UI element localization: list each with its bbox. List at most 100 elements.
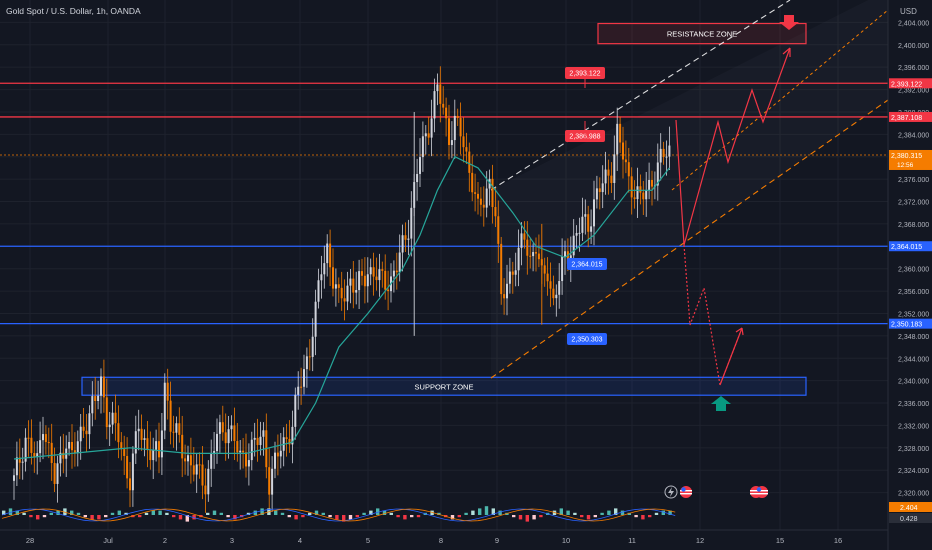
candle-body [30, 437, 33, 453]
resistance-down-arrow [779, 15, 799, 30]
candle-body [253, 437, 256, 440]
candle-body [662, 148, 665, 157]
candle-body [566, 251, 569, 264]
candle-body [584, 214, 587, 217]
candle-body [506, 283, 508, 299]
candle-body [575, 233, 578, 236]
zones-layer: RESISTANCE ZONE SUPPORT ZONE [81, 22, 807, 396]
oscillator-bar [376, 508, 380, 515]
candle-body [97, 395, 100, 402]
candle-body [76, 441, 79, 453]
price-badge-label: 2,393.122 [891, 81, 922, 88]
oscillator-bar [620, 510, 625, 515]
candle-body [595, 188, 598, 200]
candle-body [369, 267, 372, 275]
candle-body [247, 460, 250, 467]
candle-body [401, 235, 404, 253]
support-zone-label: SUPPORT ZONE [415, 382, 474, 391]
y-tick-label: 2,356.000 [898, 289, 929, 296]
symbol-title[interactable]: Gold Spot / U.S. Dollar, 1h, OANDA [6, 6, 141, 16]
candle-body [152, 449, 155, 461]
oscillator-bar [301, 515, 305, 518]
candle-body [143, 438, 146, 440]
candle-body [305, 356, 308, 370]
candle-body [187, 455, 189, 462]
candle-body [47, 442, 50, 444]
candle-body [468, 151, 471, 173]
oscillator-bar [36, 515, 40, 520]
y-tick-label: 2,400.000 [898, 43, 929, 50]
candle-body [149, 450, 152, 461]
candle-body [450, 140, 453, 146]
oscillator-bar [185, 515, 189, 522]
candle-body [630, 176, 633, 198]
candle-body [395, 270, 398, 273]
candle-body [387, 289, 390, 292]
oscillator-bar [206, 512, 210, 515]
candle-body [204, 485, 207, 495]
candle-body [523, 233, 526, 240]
us-flag-icon[interactable] [680, 486, 692, 498]
candle-body [572, 235, 575, 256]
candle-body [578, 232, 581, 234]
bearish-projection-path [719, 327, 743, 386]
candle-body [85, 430, 88, 435]
oscillator-bar [484, 506, 489, 515]
oscillator-bar [661, 510, 665, 515]
candle-body [44, 434, 47, 443]
oscillator-bar [389, 512, 393, 515]
resistance-zone-box[interactable] [597, 22, 807, 45]
candle-body [648, 179, 651, 191]
candle-body [250, 439, 253, 461]
y-tick-label: 2,396.000 [898, 65, 929, 72]
lightning-icon[interactable] [664, 485, 678, 499]
oscillator-bar [342, 515, 346, 522]
time-axis[interactable]: 28 Jul 2 3 4 5 8 9 10 11 12 15 16 [0, 529, 888, 545]
candle-body [224, 432, 227, 444]
oscillator-bar [212, 510, 217, 515]
candle-body [195, 464, 198, 475]
candle-body [288, 438, 291, 445]
candle-body [102, 376, 105, 398]
candle-body [500, 243, 503, 295]
candle-body [308, 356, 311, 358]
candle-body [613, 154, 616, 184]
us-flag-icon-double[interactable] [750, 486, 768, 498]
y-tick-label: 2,344.000 [898, 356, 929, 363]
price-badge-label: 2,387.108 [891, 115, 922, 122]
candle-body [514, 270, 517, 275]
price-badge-label: 2,364.015 [891, 244, 922, 251]
candle-body [172, 431, 175, 433]
candle-body [624, 159, 627, 163]
price-callout-label: 2,393.122 [569, 71, 600, 78]
oscillator-bar [600, 512, 604, 515]
resistance-zone-label: RESISTANCE ZONE [667, 30, 737, 39]
candle-body [285, 437, 288, 439]
price-callout-label: 2,350.303 [571, 337, 602, 344]
candle-body [445, 107, 448, 119]
oscillator-bar [314, 510, 319, 515]
candle-body [442, 103, 445, 108]
candle-body [73, 450, 76, 453]
candle-body [320, 274, 323, 281]
candle-body [42, 434, 44, 441]
oscillator-bar [15, 510, 19, 515]
oscillator-bar [178, 515, 183, 520]
candle-body [59, 452, 62, 464]
candle-body [303, 369, 305, 387]
x-tick-label: 9 [495, 536, 499, 545]
support-zone-box[interactable] [81, 376, 807, 396]
candle-body [27, 437, 30, 439]
moving-average-line [13, 155, 670, 460]
candle-body [62, 452, 65, 459]
candle-body [494, 207, 497, 217]
oscillator-bar [355, 515, 359, 518]
candle-body [453, 115, 456, 141]
candle-body [68, 441, 71, 449]
candle-body [294, 394, 297, 427]
candle-body [79, 426, 82, 442]
candle-body [610, 175, 613, 184]
